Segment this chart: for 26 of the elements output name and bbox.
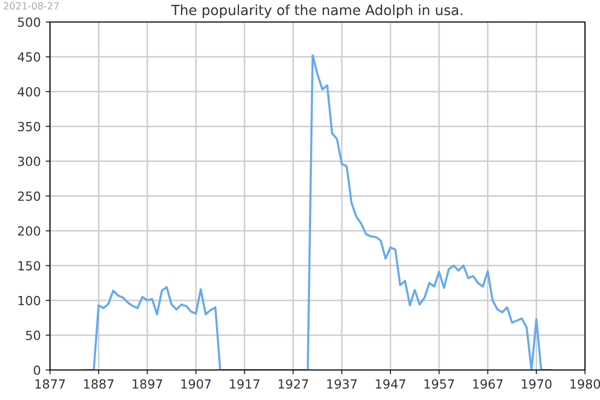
x-tick-label: 1877 xyxy=(35,379,65,389)
y-tick-label: 450 xyxy=(18,52,40,62)
chart-title: The popularity of the name Adolph in usa. xyxy=(171,4,462,18)
x-tick-label: 1967 xyxy=(473,379,503,389)
x-tick-label: 1970 xyxy=(522,379,552,389)
y-tick-label: 50 xyxy=(26,330,40,340)
y-tick-label: 100 xyxy=(18,296,40,306)
x-tick-label: 1927 xyxy=(278,379,308,389)
line-series xyxy=(83,54,552,370)
x-tick-label: 1917 xyxy=(230,379,260,389)
x-tick-label: 1980 xyxy=(570,379,600,389)
x-tick-label: 1957 xyxy=(424,379,454,389)
y-tick-label: 300 xyxy=(18,156,40,166)
y-tick-label: 350 xyxy=(18,122,40,132)
x-tick-label: 1937 xyxy=(327,379,357,389)
y-tick-label: 0 xyxy=(34,365,40,375)
y-tick-label: 150 xyxy=(18,261,40,271)
y-tick-label: 400 xyxy=(18,87,40,97)
x-tick-label: 1897 xyxy=(132,379,162,389)
x-tick-label: 1907 xyxy=(181,379,211,389)
y-tick-label: 250 xyxy=(18,191,40,201)
text: 2021-08-27 xyxy=(4,2,59,10)
y-tick-label: 500 xyxy=(18,17,40,27)
x-tick-label: 1947 xyxy=(376,379,406,389)
y-tick-label: 200 xyxy=(18,226,40,236)
x-tick-label: 1887 xyxy=(84,379,114,389)
